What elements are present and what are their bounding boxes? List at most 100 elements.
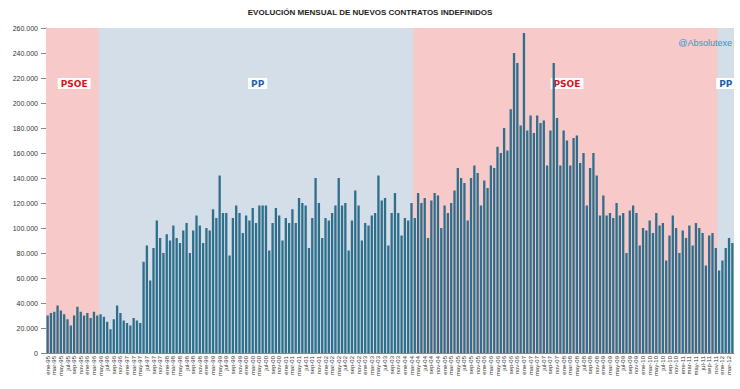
svg-text:mar-10: mar-10	[647, 355, 653, 375]
svg-text:mar-02: mar-02	[329, 355, 335, 375]
svg-text:160.000: 160.000	[13, 150, 38, 157]
svg-text:60.000: 60.000	[17, 275, 39, 282]
svg-text:sep-00: sep-00	[270, 355, 276, 374]
svg-text:sep-98: sep-98	[190, 355, 196, 374]
svg-text:mar-09: mar-09	[607, 355, 613, 375]
svg-text:nov-02: nov-02	[356, 355, 362, 374]
svg-text:sep-03: sep-03	[389, 355, 395, 374]
svg-text:jul-10: jul-10	[660, 355, 666, 371]
svg-text:may-95: may-95	[58, 355, 64, 376]
svg-text:nov-09: nov-09	[633, 355, 639, 374]
svg-text:mar-99: mar-99	[210, 355, 216, 375]
svg-text:may-99: may-99	[217, 355, 223, 376]
svg-text:0: 0	[34, 350, 38, 357]
svg-text:jul-95: jul-95	[65, 355, 71, 371]
svg-text:260.000: 260.000	[13, 25, 38, 32]
svg-text:ene-05: ene-05	[442, 355, 448, 374]
svg-text:ene-07: ene-07	[521, 355, 527, 374]
svg-text:mar-06: mar-06	[488, 355, 494, 375]
svg-text:sep-99: sep-99	[230, 355, 236, 374]
svg-text:sep-10: sep-10	[667, 355, 673, 374]
svg-text:nov-07: nov-07	[554, 355, 560, 374]
svg-text:mar-98: mar-98	[170, 355, 176, 375]
svg-text:may-03: may-03	[375, 355, 381, 376]
svg-text:nov-01: nov-01	[316, 355, 322, 374]
svg-text:mar-01: mar-01	[289, 355, 295, 375]
svg-text:sep-01: sep-01	[309, 355, 315, 374]
svg-text:mar-96: mar-96	[91, 355, 97, 375]
svg-text:ene-09: ene-09	[600, 355, 606, 374]
svg-text:mar-08: mar-08	[567, 355, 573, 375]
svg-text:may-05: may-05	[455, 355, 461, 376]
svg-text:nov-95: nov-95	[78, 355, 84, 374]
svg-text:may-09: may-09	[614, 355, 620, 376]
svg-text:jul-05: jul-05	[461, 355, 467, 371]
svg-text:sep-06: sep-06	[508, 355, 514, 374]
svg-text:nov-04: nov-04	[435, 355, 441, 374]
svg-text:jul-04: jul-04	[422, 355, 428, 371]
svg-text:180.000: 180.000	[13, 125, 38, 132]
svg-text:20.000: 20.000	[17, 325, 39, 332]
svg-text:nov-08: nov-08	[594, 355, 600, 374]
svg-text:jul-00: jul-00	[263, 355, 269, 371]
svg-text:sep-95: sep-95	[71, 355, 77, 374]
svg-text:240.000: 240.000	[13, 50, 38, 57]
svg-text:ene-02: ene-02	[323, 355, 329, 374]
svg-text:ene-08: ene-08	[561, 355, 567, 374]
svg-text:mar-05: mar-05	[448, 355, 454, 375]
svg-text:ene-01: ene-01	[283, 355, 289, 374]
svg-text:PP: PP	[251, 79, 265, 89]
svg-text:ene-03: ene-03	[362, 355, 368, 374]
svg-text:ene-04: ene-04	[402, 355, 408, 374]
svg-text:jul-06: jul-06	[501, 355, 507, 371]
svg-text:may-00: may-00	[256, 355, 262, 376]
svg-text:ene-98: ene-98	[164, 355, 170, 374]
svg-text:sep-96: sep-96	[111, 355, 117, 374]
svg-text:140.000: 140.000	[13, 175, 38, 182]
svg-text:jul-01: jul-01	[303, 355, 309, 371]
svg-text:nov-97: nov-97	[157, 355, 163, 374]
svg-text:ene-06: ene-06	[481, 355, 487, 374]
svg-text:may-01: may-01	[296, 355, 302, 376]
svg-text:ene-96: ene-96	[84, 355, 90, 374]
svg-text:sep-97: sep-97	[151, 355, 157, 374]
svg-text:nov-03: nov-03	[395, 355, 401, 374]
svg-text:@Absolutexe: @Absolutexe	[678, 38, 732, 48]
svg-text:may-11: may-11	[693, 355, 699, 375]
svg-text:jul-07: jul-07	[541, 355, 547, 371]
svg-text:PSOE: PSOE	[61, 79, 88, 89]
svg-text:nov-05: nov-05	[475, 355, 481, 374]
svg-text:ene-99: ene-99	[203, 355, 209, 374]
svg-text:ene-11: ene-11	[680, 355, 686, 374]
svg-text:may-96: may-96	[98, 355, 104, 376]
svg-text:mar-95: mar-95	[51, 355, 57, 375]
svg-text:ene-97: ene-97	[124, 355, 130, 374]
svg-text:sep-07: sep-07	[547, 355, 553, 374]
svg-text:EVOLUCIÓN MENSUAL DE NUEVOS CO: EVOLUCIÓN MENSUAL DE NUEVOS CONTRATOS IN…	[248, 8, 493, 17]
svg-text:mar-03: mar-03	[369, 355, 375, 375]
svg-text:may-04: may-04	[415, 355, 421, 376]
svg-text:ene-00: ene-00	[243, 355, 249, 374]
svg-text:jul-11: jul-11	[700, 355, 706, 371]
svg-text:100.000: 100.000	[13, 225, 38, 232]
svg-text:nov-06: nov-06	[514, 355, 520, 374]
svg-text:ene-95: ene-95	[45, 355, 51, 374]
svg-text:may-10: may-10	[653, 355, 659, 376]
svg-text:sep-11: sep-11	[706, 355, 712, 374]
svg-text:may-97: may-97	[137, 355, 143, 376]
svg-text:nov-96: nov-96	[117, 355, 123, 374]
svg-text:nov-99: nov-99	[237, 355, 243, 374]
svg-text:220.000: 220.000	[13, 75, 38, 82]
svg-text:jul-03: jul-03	[382, 355, 388, 371]
svg-text:may-02: may-02	[336, 355, 342, 376]
svg-text:mar-12: mar-12	[726, 355, 732, 375]
svg-text:mar-07: mar-07	[528, 355, 534, 375]
svg-text:jul-97: jul-97	[144, 355, 150, 371]
svg-text:80.000: 80.000	[17, 250, 39, 257]
svg-text:nov-10: nov-10	[673, 355, 679, 374]
svg-text:jul-09: jul-09	[620, 355, 626, 371]
svg-text:may-98: may-98	[177, 355, 183, 376]
svg-text:ene-12: ene-12	[719, 355, 725, 374]
svg-text:nov-11: nov-11	[713, 355, 719, 374]
svg-text:mar-97: mar-97	[131, 355, 137, 375]
